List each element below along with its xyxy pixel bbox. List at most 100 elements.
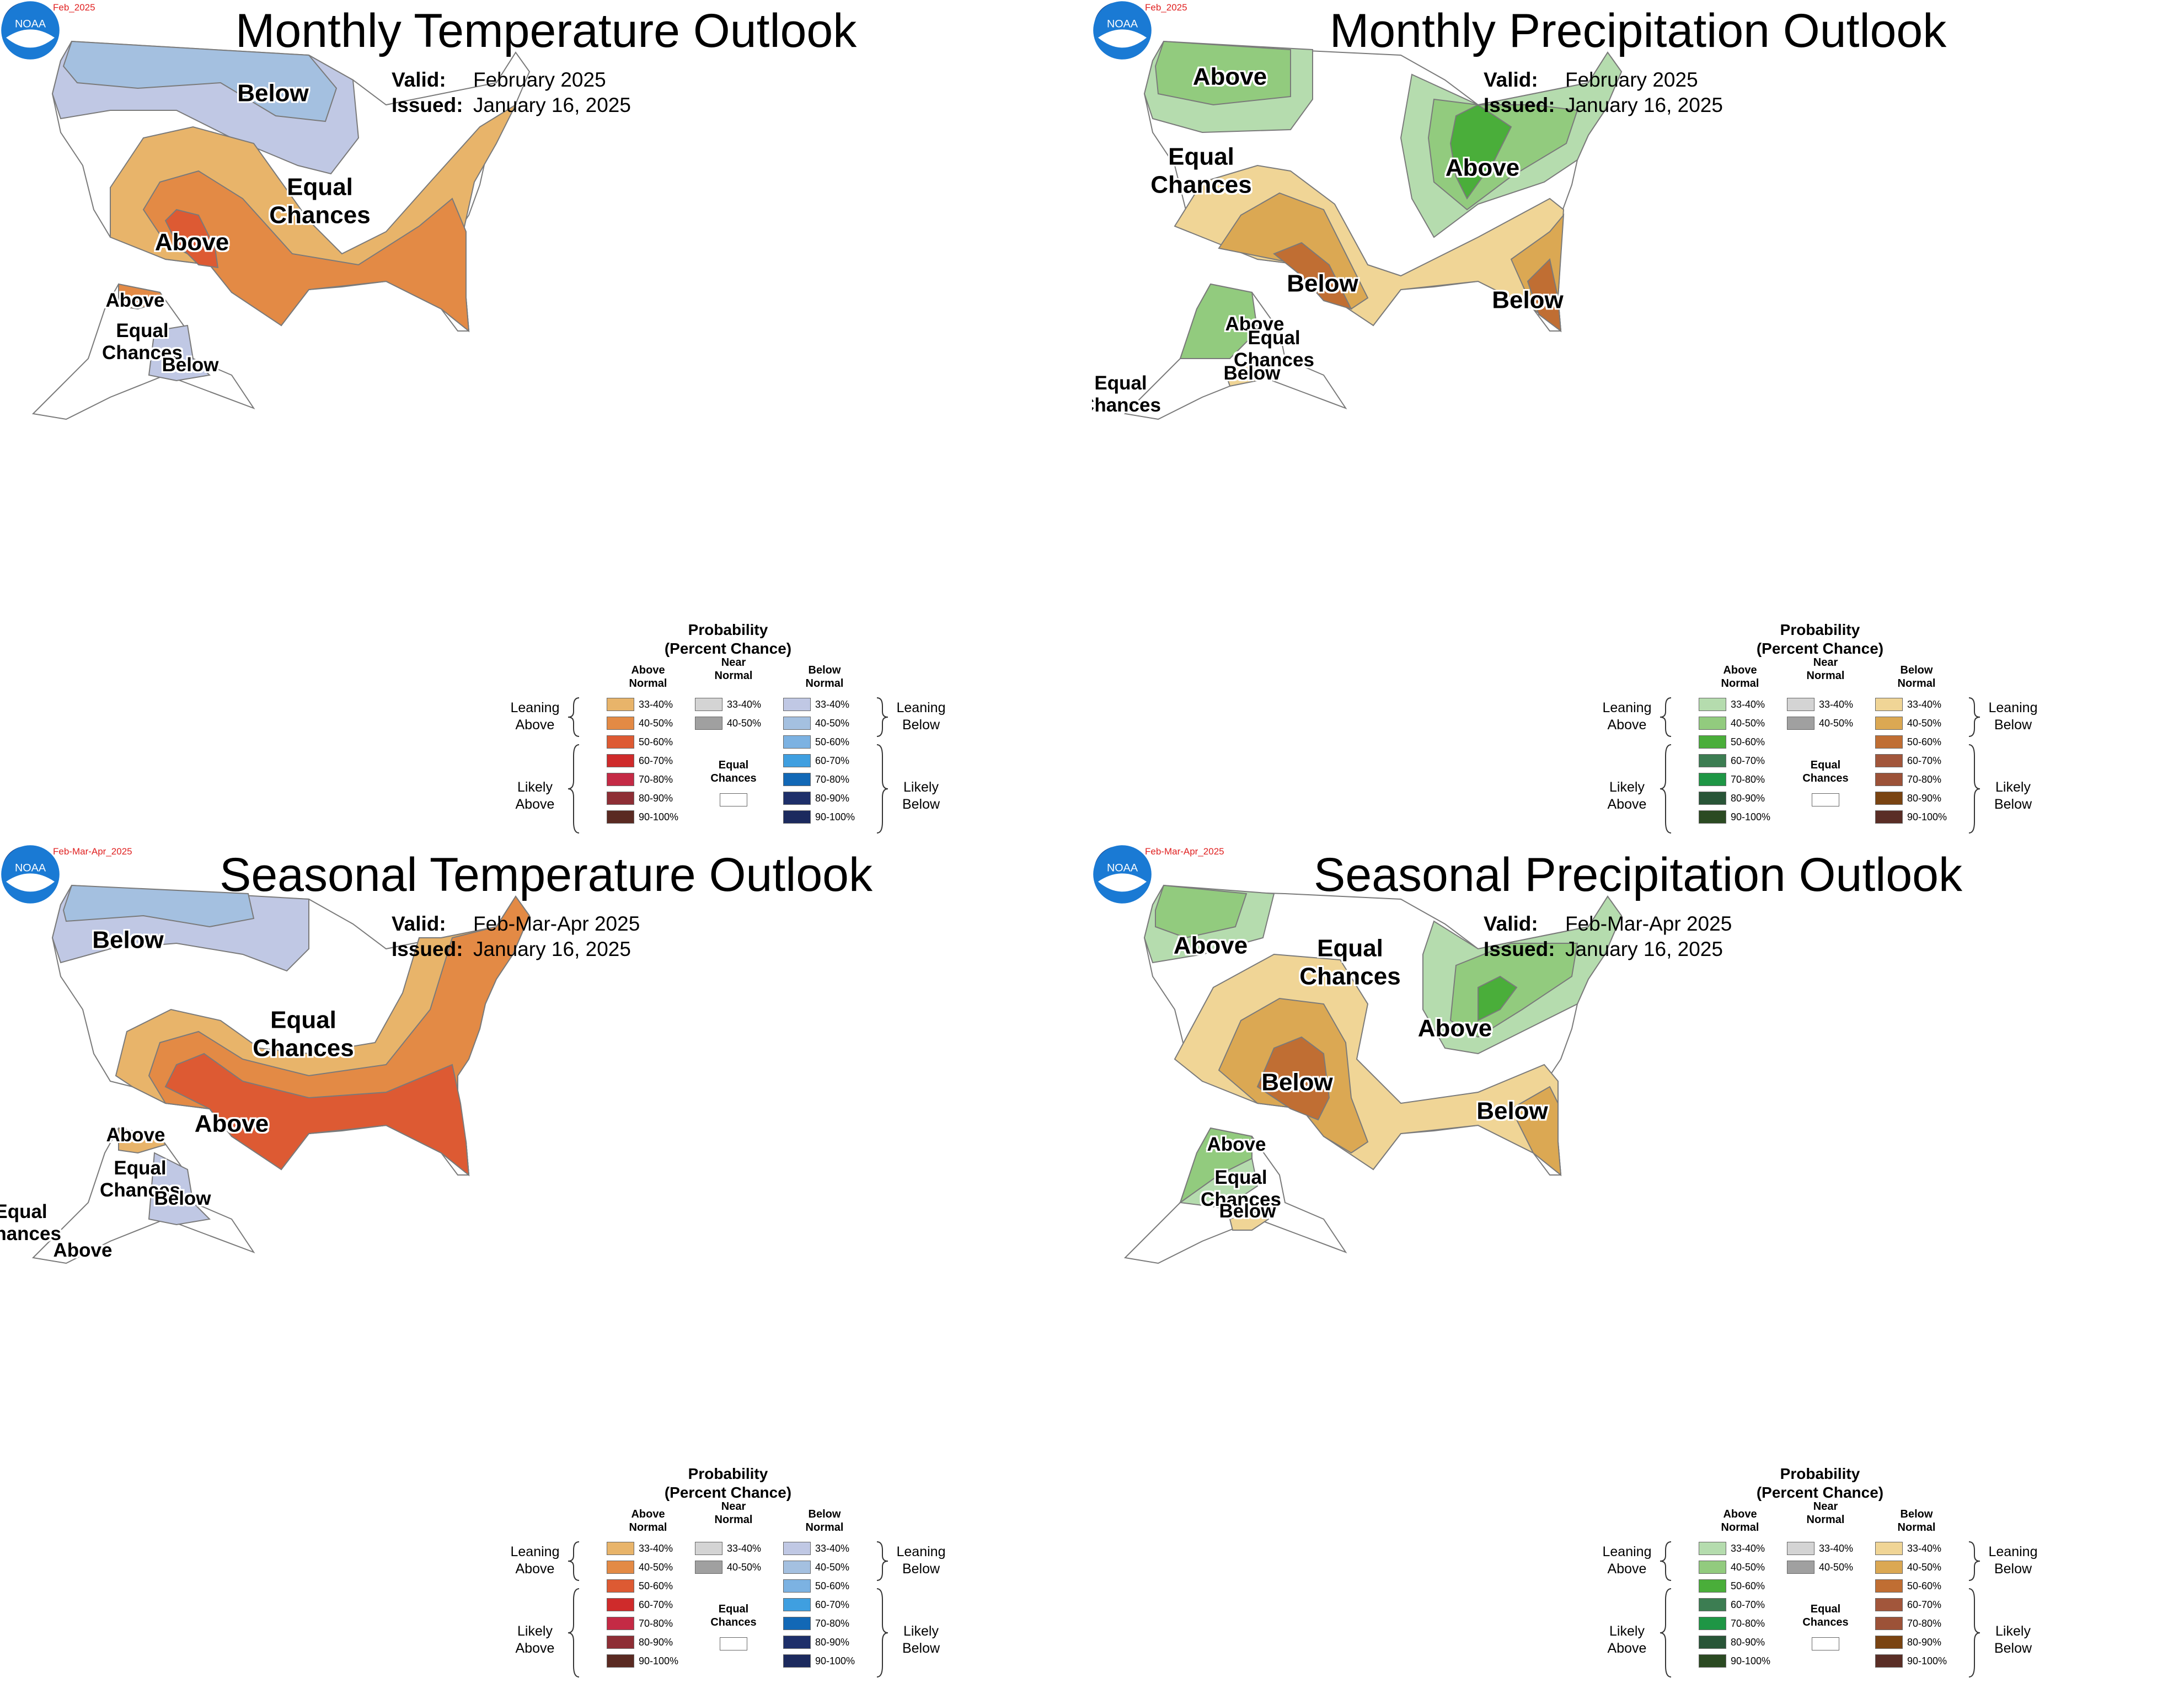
- legend-swatch-below: [1875, 1636, 1903, 1649]
- legend-swatch-equal-chances: [720, 1637, 747, 1650]
- probability-legend: Probability (Percent Chance) Above Normal…: [1588, 621, 2052, 838]
- legend-likely-below: Likely Below: [1994, 779, 2032, 812]
- legend-swatch-above: [607, 810, 634, 824]
- legend-range-below: 80-90%: [815, 1637, 850, 1648]
- legend-swatch-below: [783, 754, 811, 767]
- legend-swatch-above: [1699, 717, 1726, 730]
- legend-swatch-below: [1875, 1598, 1903, 1611]
- legend-range-near: 40-50%: [1819, 1562, 1854, 1573]
- legend-equal-chances: Equal Chances: [710, 759, 757, 784]
- ak-label-equal-chances: Equal Chances: [1234, 327, 1314, 371]
- legend-range-above: 90-100%: [1731, 811, 1771, 822]
- ak-label-above: Above: [1207, 1133, 1266, 1155]
- legend-swatch-below: [783, 1636, 811, 1649]
- legend-swatch-equal-chances: [1812, 793, 1839, 806]
- legend-swatch-below: [783, 810, 811, 824]
- legend-title: Probability (Percent Chance): [664, 1465, 792, 1501]
- legend-likely-above: Likely Above: [515, 779, 555, 812]
- legend-equal-chances: Equal Chances: [1802, 759, 1849, 784]
- hawaii-label-above: Above: [53, 1239, 113, 1261]
- legend-leaning-below: Leaning Below: [896, 1544, 946, 1577]
- region-label-above: Above: [194, 1110, 269, 1137]
- legend-range-below: 50-60%: [1907, 1580, 1942, 1591]
- legend-swatch-equal-chances: [720, 793, 747, 806]
- issued-label: Issued:: [1484, 938, 1555, 960]
- legend-swatch-below: [783, 1654, 811, 1668]
- legend-swatch-below: [783, 1542, 811, 1555]
- legend-swatch-above: [607, 1561, 634, 1574]
- legend-swatch-above: [607, 792, 634, 805]
- legend-leaning-below: Leaning Below: [1988, 700, 2038, 733]
- legend-range-below: 60-70%: [815, 755, 850, 766]
- valid-label: Valid:: [1484, 68, 1538, 91]
- region-label-above-east: Above: [1417, 1014, 1492, 1042]
- valid-issued-block: Valid: Feb-Mar-Apr 2025 Issued: January 16…: [392, 911, 640, 962]
- valid-value: Feb-Mar-Apr 2025: [1565, 912, 1732, 935]
- legend-range-above: 50-60%: [1731, 736, 1765, 747]
- above-50-east-region: [1478, 975, 1518, 1022]
- valid-label: Valid:: [392, 68, 446, 91]
- below-40-region: [62, 884, 255, 928]
- legend-leaning-below: Leaning Below: [1988, 1544, 2038, 1577]
- legend-range-below: 80-90%: [815, 793, 850, 804]
- region-label-above: Above: [154, 228, 229, 256]
- legend-range-below: 40-50%: [1907, 1562, 1942, 1573]
- legend-swatch-above: [1699, 1579, 1726, 1593]
- legend-range-above: 80-90%: [1731, 1637, 1765, 1648]
- legend-range-below: 90-100%: [1907, 811, 1947, 822]
- hawaii-label-equal-chances: Equal Chances: [1092, 372, 1161, 416]
- legend-leaning-above: Leaning Above: [1602, 1544, 1652, 1577]
- legend-brace-icon: [568, 697, 888, 834]
- legend-range-above: 50-60%: [1731, 1580, 1765, 1591]
- issued-value: January 16, 2025: [1565, 938, 1723, 960]
- ak-label-equal-chances: Equal Chances: [102, 319, 183, 364]
- region-label-below-sw: Below: [1287, 270, 1358, 297]
- above-50-region: [164, 1053, 470, 1177]
- legend-below-header: Below Normal: [805, 664, 844, 690]
- legend-near-header: Near Normal: [1806, 1500, 1845, 1526]
- legend-title: Probability (Percent Chance): [1756, 1465, 1884, 1501]
- alaska-below-region: [1229, 1210, 1270, 1231]
- alaska-below-region: [148, 324, 211, 382]
- legend-range-below: 60-70%: [815, 1599, 850, 1610]
- issued-label: Issued:: [392, 94, 463, 116]
- issued-label: Issued:: [392, 938, 463, 960]
- legend-swatch-near: [695, 717, 722, 730]
- legend-swatch-below: [783, 792, 811, 805]
- ak-label-below: Below: [1219, 1200, 1276, 1222]
- region-label-below: Below: [237, 79, 309, 107]
- below-50-se-region: [1527, 258, 1562, 333]
- legend-range-above: 40-50%: [1731, 718, 1765, 729]
- legend-above-header: Above Normal: [1721, 1508, 1759, 1534]
- legend-range-above: 70-80%: [639, 1618, 673, 1629]
- region-label-below-se: Below: [1492, 286, 1564, 314]
- alaska-above-region: [118, 283, 167, 310]
- legend-range-below: 70-80%: [1907, 1618, 1942, 1629]
- monthly-temperature-map: [31, 40, 531, 420]
- legend-range-above: 33-40%: [639, 699, 673, 710]
- legend-swatch-above: [607, 698, 634, 711]
- legend-range-above: 40-50%: [639, 1562, 673, 1573]
- legend-swatch-near: [695, 698, 722, 711]
- legend-swatch-above: [1699, 1617, 1726, 1630]
- below-40-region: [62, 40, 338, 122]
- region-label-below-se: Below: [1476, 1097, 1548, 1125]
- noaa-logo-icon: NOAA: [1093, 845, 1152, 904]
- valid-value: Feb-Mar-Apr 2025: [473, 912, 640, 935]
- legend-swatch-above: [607, 1636, 634, 1649]
- date-code: Feb_2025: [53, 2, 95, 13]
- below-40-se-region: [1510, 1086, 1562, 1177]
- date-code: Feb-Mar-Apr_2025: [1145, 846, 1224, 857]
- legend-leaning-below: Leaning Below: [896, 700, 946, 733]
- legend-range-below: 70-80%: [1907, 774, 1942, 785]
- alaska-above-33-region: [1179, 1157, 1259, 1209]
- legend-range-above: 50-60%: [639, 736, 673, 747]
- legend-range-near: 33-40%: [727, 699, 762, 710]
- legend-range-near: 40-50%: [727, 718, 762, 729]
- legend-swatch-below: [1875, 698, 1903, 711]
- legend-swatch-below: [1875, 735, 1903, 749]
- legend-swatch-above: [607, 1542, 634, 1555]
- ak-label-above: Above: [1225, 313, 1284, 335]
- valid-value: February 2025: [473, 68, 606, 91]
- above-40-nw-region: [1154, 40, 1291, 106]
